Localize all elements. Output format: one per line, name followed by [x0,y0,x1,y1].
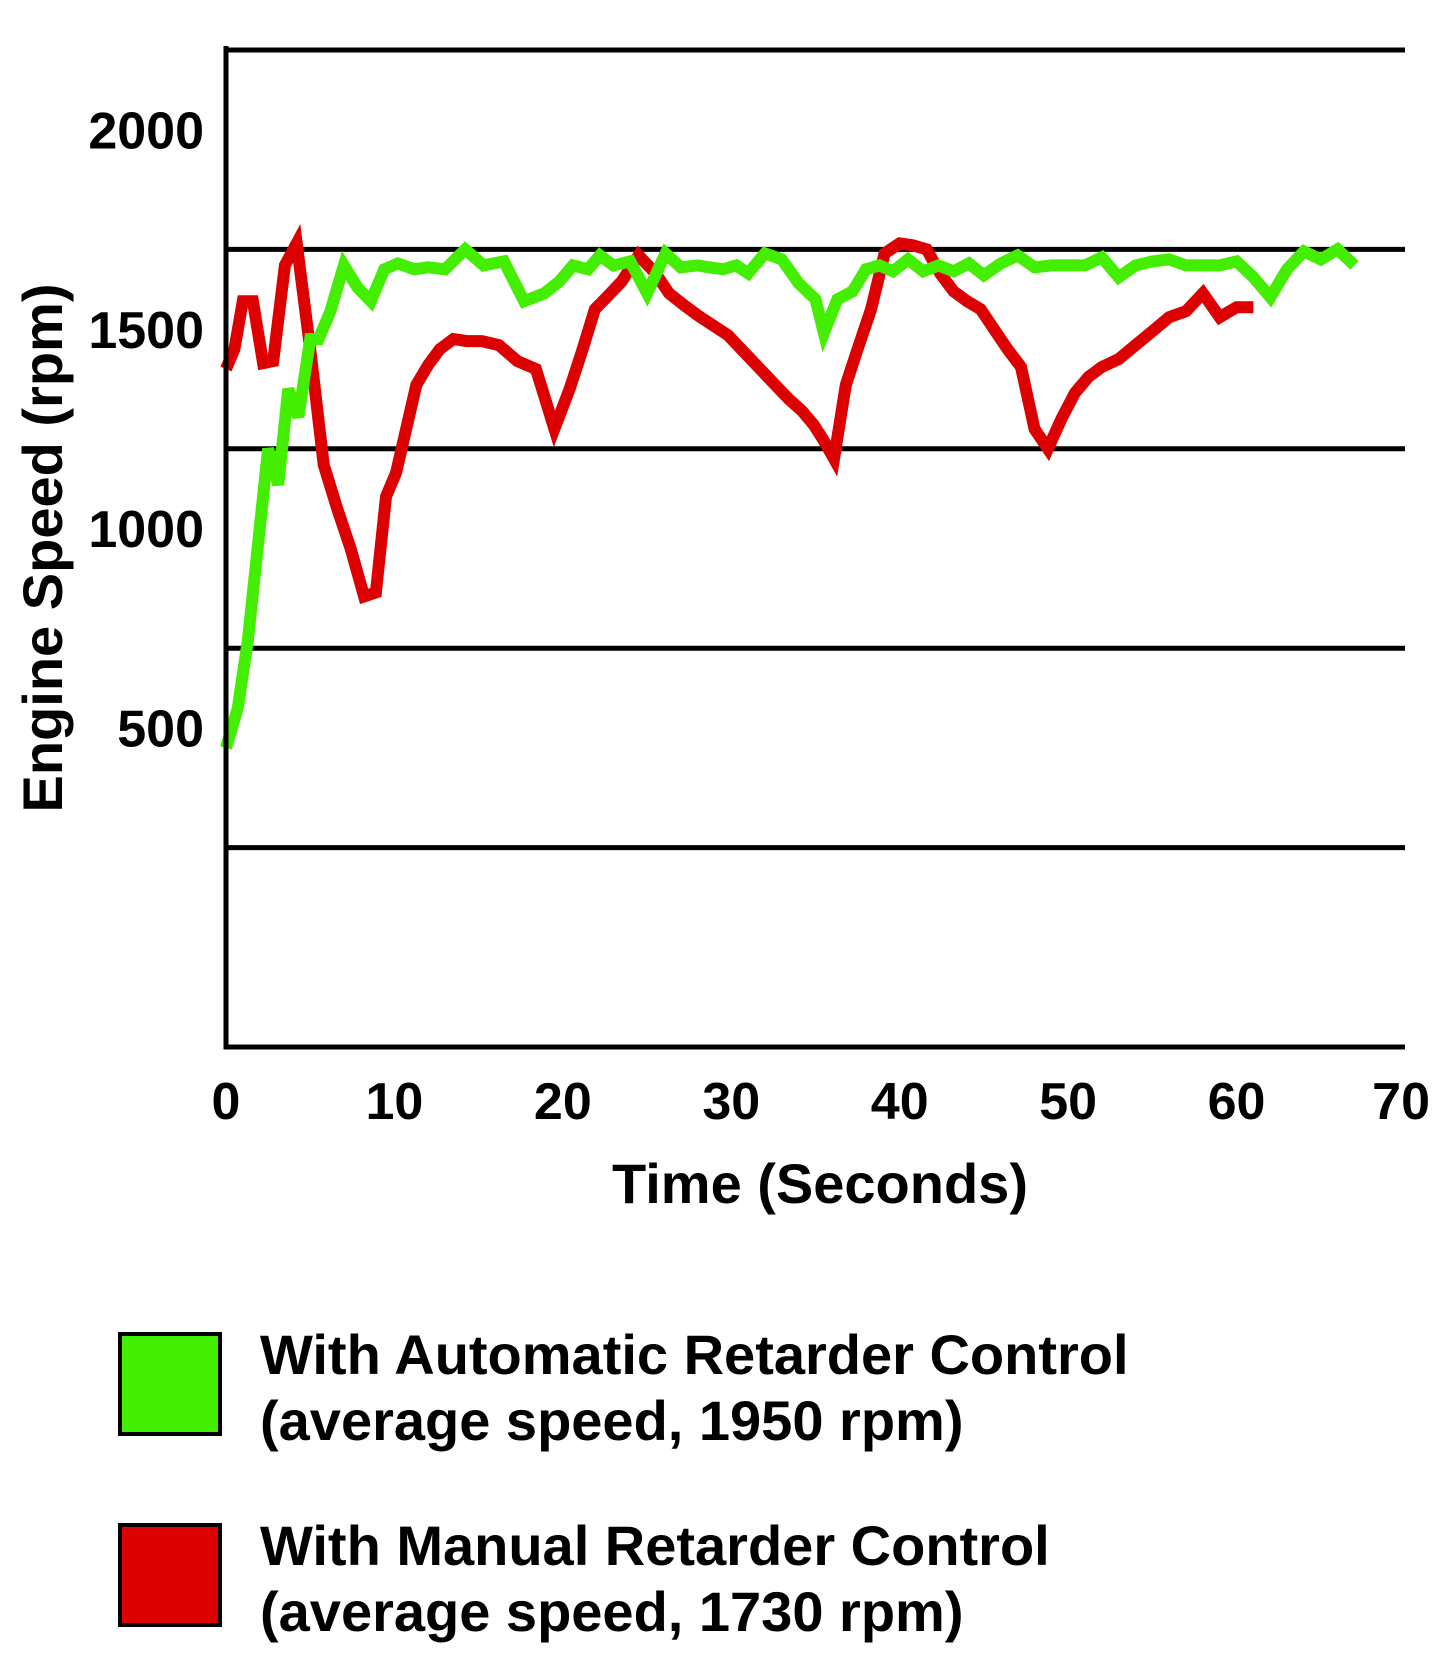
series-line-manual [220,224,1254,605]
x-tick-60: 60 [1208,1073,1266,1131]
legend-label-automatic: With Automatic Retarder Control [260,1323,1129,1386]
x-tick-labels: 0 10 20 30 40 50 60 70 [212,1073,1430,1131]
y-axis-title: Engine Speed (rpm) [11,284,74,813]
x-tick-10: 10 [366,1073,424,1131]
legend-label-manual: With Manual Retarder Control [260,1514,1050,1577]
legend-note-manual: (average speed, 1730 rpm) [260,1580,964,1643]
series-lines [220,224,1359,750]
y-tick-1000: 1000 [88,501,204,559]
grid-lines [226,47,1405,851]
legend-swatch-manual [118,1523,222,1627]
legend-text-automatic: With Automatic Retarder Control (average… [260,1322,1129,1454]
y-tick-labels: 5001000150020002500 [88,102,204,759]
x-tick-50: 50 [1039,1073,1097,1131]
x-tick-40: 40 [871,1073,929,1131]
x-tick-30: 30 [702,1073,760,1131]
series-line-automatic [220,241,1359,750]
x-axis-title: Time (Seconds) [612,1152,1028,1215]
y-tick-1500: 1500 [88,302,204,360]
y-tick-500: 500 [117,701,204,759]
y-tick-2000: 2000 [88,102,204,160]
x-tick-20: 20 [534,1073,592,1131]
legend-swatch-automatic [118,1332,222,1436]
axes [223,46,1405,1050]
legend-note-automatic: (average speed, 1950 rpm) [260,1389,964,1452]
x-tick-70: 70 [1372,1073,1430,1131]
x-tick-0: 0 [212,1073,241,1131]
legend-text-manual: With Manual Retarder Control (average sp… [260,1513,1050,1645]
